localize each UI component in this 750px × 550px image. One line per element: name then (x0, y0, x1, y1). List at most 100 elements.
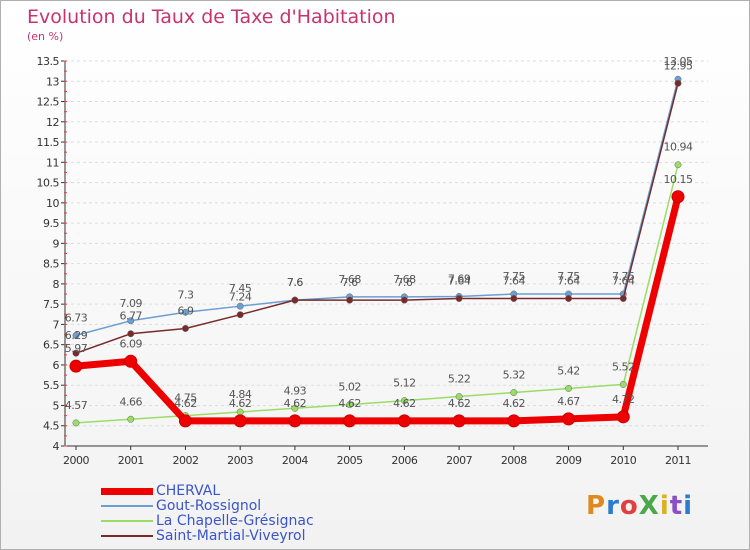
legend-item: La Chapelle-Grésignac (101, 514, 401, 529)
data-label: 10.94 (664, 141, 693, 154)
legend-item: CHERVAL (101, 484, 401, 499)
legend-label: Gout-Rossignol (156, 498, 262, 514)
data-label: 4.93 (284, 384, 307, 397)
data-label: 6.09 (119, 337, 142, 350)
series-point-0 (233, 414, 247, 428)
data-label: 7.6 (396, 276, 412, 289)
data-label: 12.95 (664, 59, 693, 72)
data-label: 7.64 (448, 274, 471, 287)
data-label: 7.45 (229, 282, 252, 295)
y-tick-label: 11.5 (37, 136, 60, 149)
data-label: 4.62 (284, 397, 307, 410)
series-point-0 (507, 414, 521, 428)
y-tick-label: 4 (53, 440, 60, 453)
data-label: 7.6 (287, 276, 303, 289)
data-label: 6.29 (65, 329, 88, 342)
x-tick-label: 2004 (282, 454, 308, 467)
series-point-3 (182, 325, 189, 332)
chart-title: Evolution du Taux de Taxe d'Habitation (27, 6, 396, 28)
logo-letter: P (586, 491, 607, 521)
data-label: 5.97 (65, 342, 88, 355)
data-label: 7.75 (503, 270, 526, 283)
data-label: 4.62 (174, 397, 197, 410)
logo-letter: i (683, 491, 694, 521)
x-tick-label: 2009 (556, 454, 582, 467)
series-line-3 (75, 82, 679, 354)
data-label: 10.15 (664, 173, 693, 186)
series-point-1 (127, 317, 135, 325)
data-label: 4.72 (612, 393, 635, 406)
series-point-0 (288, 414, 302, 428)
series-point-2 (291, 404, 299, 412)
y-tick-label: 11 (46, 156, 59, 169)
data-label: 6.73 (65, 311, 88, 324)
x-tick-label: 2008 (501, 454, 527, 467)
data-label: 7.75 (612, 270, 635, 283)
data-label: 5.42 (557, 364, 580, 377)
data-label: 7.75 (557, 270, 580, 283)
data-label: 4.62 (503, 397, 526, 410)
data-label: 7.64 (557, 274, 580, 287)
y-tick-label: 6.5 (43, 339, 59, 352)
data-label: 5.32 (503, 369, 526, 382)
chart-legend: CHERVAL Gout-Rossignol La Chapelle-Grésign… (101, 484, 401, 544)
series-point-1 (182, 308, 189, 316)
series-point-3 (674, 79, 682, 87)
x-tick-label: 2002 (172, 454, 198, 467)
data-label: 4.84 (229, 388, 252, 401)
data-label: 7.6 (287, 276, 303, 289)
data-label: 7.64 (503, 274, 526, 287)
series-point-2 (127, 415, 135, 423)
series-point-0 (452, 414, 466, 428)
series-line-2 (75, 163, 679, 424)
proxiti-logo: ProXiti (586, 491, 693, 521)
data-label: 7.3 (177, 288, 193, 301)
y-tick-label: 5.5 (43, 379, 59, 392)
legend-label: La Chapelle-Grésignac (156, 513, 314, 529)
y-tick-label: 5 (53, 399, 60, 412)
data-label: 7.09 (119, 297, 142, 310)
x-tick-label: 2001 (118, 454, 144, 467)
series-point-3 (346, 296, 354, 304)
logo-letter: i (659, 491, 670, 521)
series-point-0 (343, 414, 357, 428)
x-tick-label: 2010 (610, 454, 636, 467)
series-point-3 (619, 295, 627, 302)
y-tick-label: 7.5 (43, 298, 59, 311)
logo-letter: t (669, 491, 684, 521)
x-tick-label: 2003 (227, 454, 253, 467)
x-tick-label: 2000 (63, 454, 89, 467)
logo-letter: r (606, 491, 620, 521)
y-tick-label: 12.5 (37, 96, 60, 109)
series-point-3 (291, 296, 299, 304)
series-point-2 (455, 393, 463, 401)
series-point-2 (72, 419, 80, 427)
legend-swatch (101, 487, 153, 495)
y-tick-label: 6 (53, 359, 60, 372)
data-label: 7.64 (612, 274, 635, 287)
x-tick-label: 2011 (665, 454, 691, 467)
data-label: 4.62 (229, 397, 252, 410)
logo-letter: X (638, 491, 660, 521)
series-point-0 (69, 359, 83, 373)
series-point-2 (346, 401, 354, 409)
data-label: 5.12 (393, 377, 416, 390)
series-point-2 (400, 397, 408, 405)
series-point-2 (565, 385, 572, 392)
data-label: 4.62 (393, 397, 416, 410)
legend-item: Gout-Rossignol (101, 499, 401, 514)
series-point-0 (562, 412, 576, 426)
data-label: 4.57 (65, 399, 88, 412)
y-tick-label: 9.5 (43, 217, 59, 230)
series-point-1 (236, 302, 244, 310)
y-tick-label: 13.5 (37, 55, 60, 68)
series-point-3 (455, 295, 463, 302)
y-tick-label: 4.5 (43, 420, 59, 433)
data-label: 4.66 (119, 395, 142, 408)
series-point-2 (619, 380, 627, 388)
y-tick-label: 12 (46, 116, 59, 129)
x-tick-label: 2006 (391, 454, 417, 467)
series-point-2 (510, 389, 518, 396)
series-point-1 (72, 331, 80, 339)
